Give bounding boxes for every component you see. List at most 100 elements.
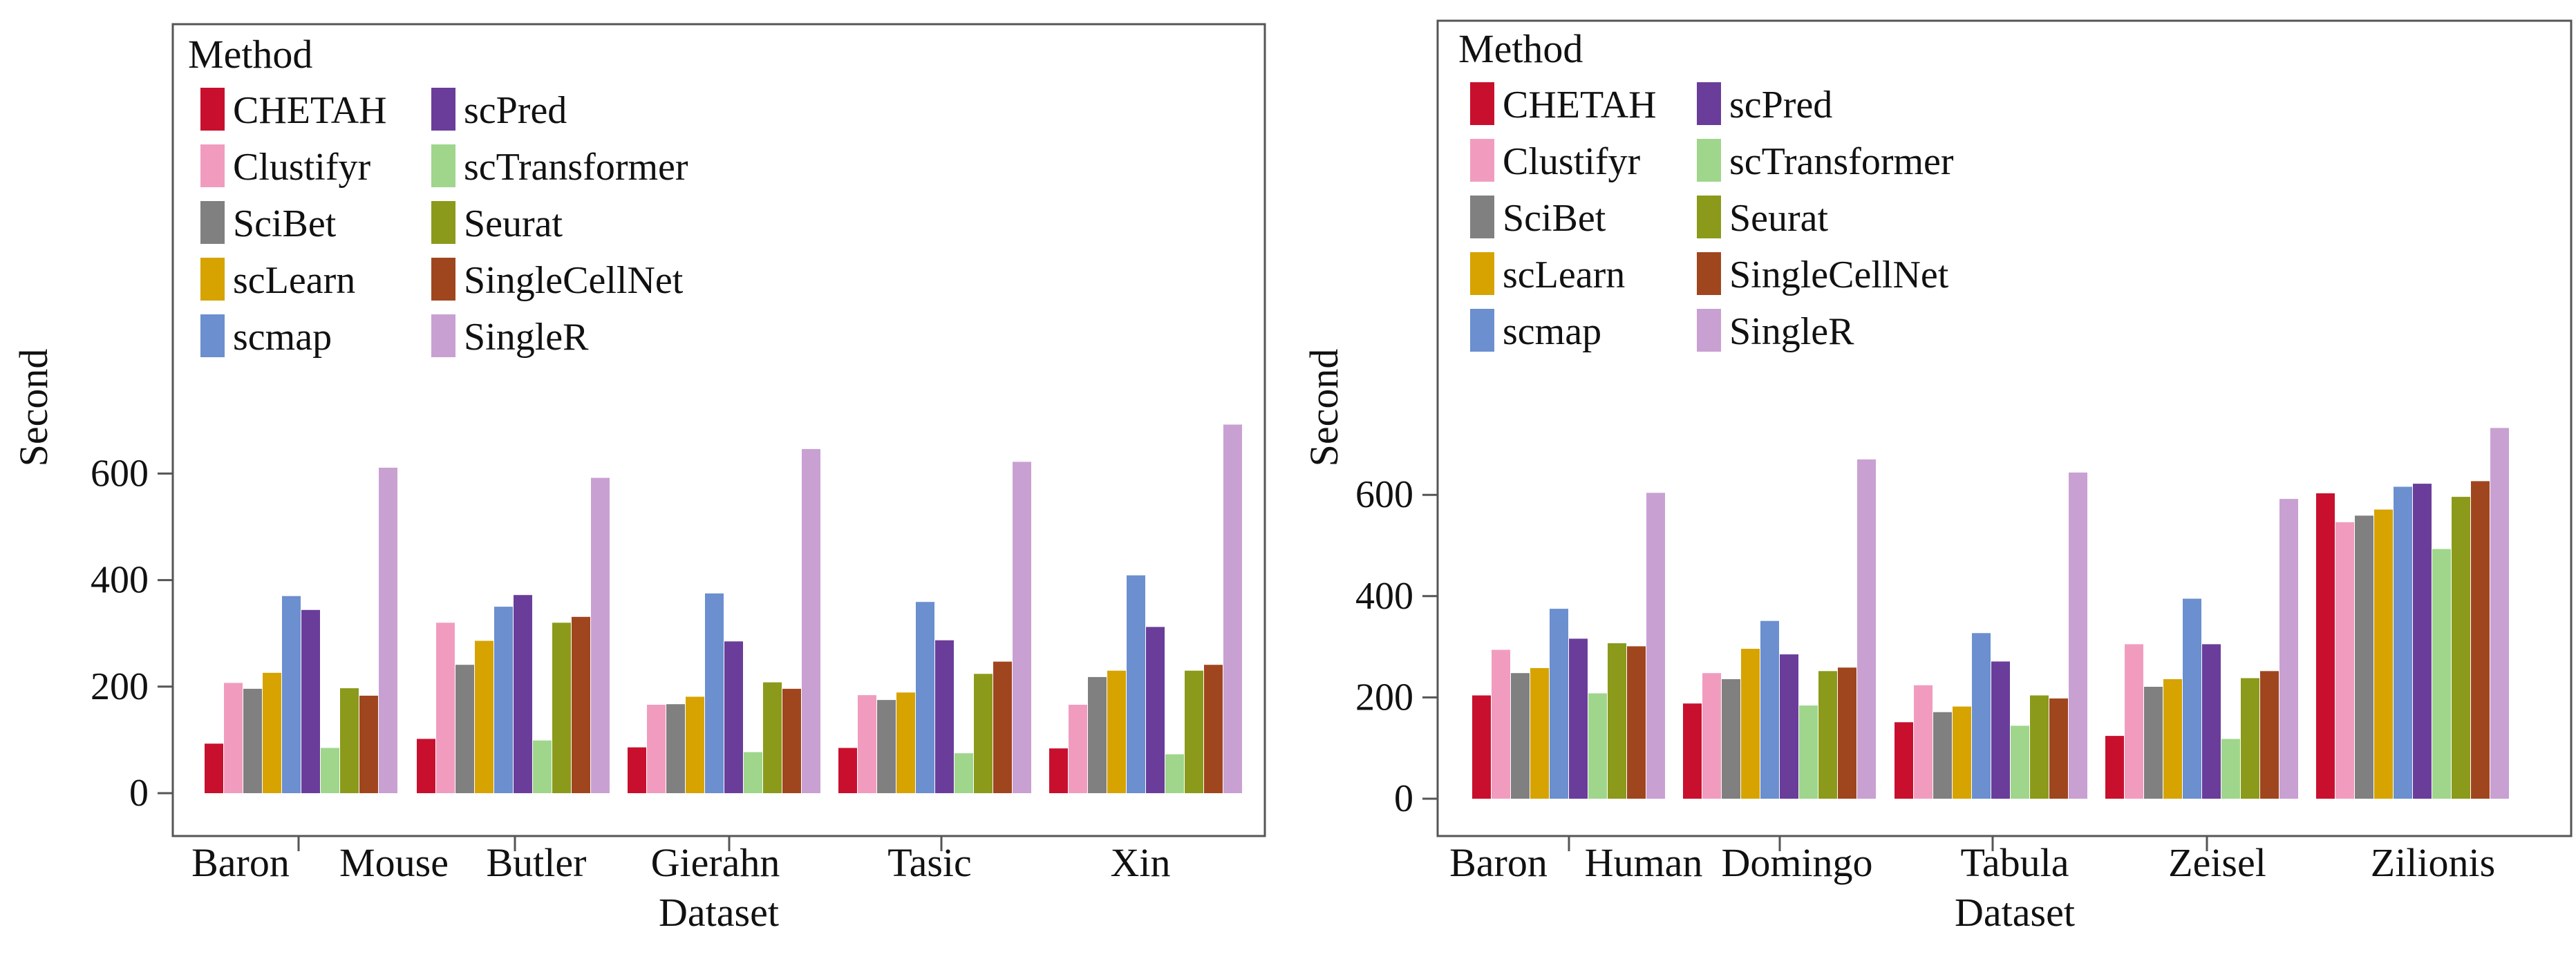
bar-seurat-zilionis [2452, 497, 2470, 799]
bar-seurat-tasic [974, 674, 993, 793]
legend-title: Method [1458, 26, 1583, 71]
legend-swatch [1697, 252, 1721, 295]
bar-sctransformer-domingo [1799, 705, 1818, 799]
bar-group [205, 424, 1242, 793]
x-tick-label: Domingo [1721, 840, 1872, 885]
bar-singlecellnet-gierahn [782, 688, 801, 793]
bar-singler-zeisel [2279, 499, 2298, 799]
bar-scmap-domingo [1760, 620, 1779, 799]
bar-singlecellnet-tabula [2049, 698, 2068, 799]
legend-label: scmap [233, 316, 332, 359]
bar-clustifyr-tabula [1914, 685, 1933, 799]
x-tick-label: Tasic [887, 840, 972, 885]
bar-seurat-baron-mouse [340, 688, 359, 793]
bar-chetah-butler [417, 739, 435, 793]
bar-scpred-zeisel [2202, 644, 2221, 799]
y-tick-label: 0 [129, 772, 149, 815]
x-axis-label: Dataset [1955, 890, 2075, 935]
bar-singlecellnet-butler [572, 616, 590, 793]
x-tick-label: Human [1585, 840, 1703, 885]
bar-clustifyr-baron-human [1492, 649, 1510, 799]
bar-clustifyr-zilionis [2335, 522, 2354, 799]
legend-swatch [1470, 309, 1494, 352]
bar-singlecellnet-zeisel [2260, 671, 2279, 799]
bar-scpred-gierahn [724, 641, 743, 793]
legend: Method CHETAH Clustifyr SciBet scLearn scmap… [1458, 26, 1954, 353]
bar-sclearn-baron-human [1530, 667, 1549, 799]
bar-scpred-zilionis [2413, 484, 2432, 799]
legend-swatch [1697, 196, 1721, 238]
x-axis-ticks: Baron Mouse Butler Gierahn Tasic Xin [191, 836, 1171, 885]
legend-swatch [1470, 139, 1494, 182]
legend-swatch [1470, 196, 1494, 238]
bar-sctransformer-tasic [955, 753, 973, 793]
legend-label: scLearn [233, 259, 355, 302]
plot-frame [1436, 19, 2573, 837]
legend-swatch [1697, 82, 1721, 125]
bar-singlecellnet-domingo [1838, 667, 1856, 799]
bar-chetah-baron-human [1472, 695, 1491, 799]
legend-label: scTransformer [1729, 140, 1954, 183]
bar-scibet-tabula [1933, 712, 1952, 799]
legend-swatch [431, 201, 455, 244]
legend-label: SingleR [1729, 310, 1854, 353]
bar-singler-butler [591, 477, 610, 793]
x-axis-label: Dataset [659, 890, 779, 935]
bar-seurat-xin [1185, 670, 1203, 793]
bar-chetah-tabula [1895, 722, 1913, 799]
bar-scmap-tabula [1972, 633, 1991, 799]
bar-sclearn-xin [1107, 670, 1126, 793]
bar-scpred-baron-mouse [301, 609, 320, 793]
y-axis-label: Second [1301, 349, 1346, 467]
bar-seurat-tabula [2030, 695, 2049, 799]
y-tick-label: 600 [91, 452, 149, 495]
bar-chetah-tasic [838, 748, 857, 793]
bar-singlecellnet-xin [1204, 665, 1223, 793]
bar-sctransformer-zilionis [2432, 549, 2451, 799]
bar-singler-domingo [1857, 459, 1876, 799]
chart-panel-right: 0 200 400 600 Baron Human Domingo Tabula Zeisel… [1301, 19, 2573, 935]
bar-scmap-baron-human [1550, 609, 1568, 799]
bar-sclearn-gierahn [686, 696, 704, 793]
legend-title: Method [188, 32, 312, 77]
bar-singler-gierahn [802, 448, 820, 793]
bar-chetah-zilionis [2316, 493, 2335, 799]
bar-scibet-zeisel [2144, 687, 2163, 799]
legend-swatch [431, 144, 455, 187]
legend-swatch [431, 314, 455, 357]
bar-scmap-gierahn [705, 593, 724, 793]
bar-scibet-baron-human [1511, 673, 1530, 799]
bar-seurat-gierahn [763, 682, 782, 793]
bar-sctransformer-zeisel [2221, 739, 2240, 799]
bar-singler-xin [1223, 424, 1242, 793]
bar-singler-baron-human [1646, 493, 1665, 799]
legend-label: scPred [1729, 84, 1832, 126]
y-axis-label: Second [11, 349, 56, 467]
bar-scibet-butler [455, 665, 474, 793]
x-tick-label: Gierahn [651, 840, 780, 885]
bar-seurat-butler [552, 623, 571, 793]
bar-scibet-zilionis [2355, 515, 2373, 799]
bar-scpred-xin [1146, 627, 1165, 793]
legend-swatch [1697, 139, 1721, 182]
legend-swatch [1697, 309, 1721, 352]
x-tick-label: Baron [191, 840, 290, 885]
y-tick-label: 400 [1355, 575, 1413, 618]
legend-label: Clustifyr [1503, 140, 1640, 183]
bar-scmap-xin [1127, 575, 1145, 793]
bar-singlecellnet-zilionis [2471, 481, 2490, 799]
legend-swatch [200, 144, 225, 187]
legend: Method CHETAH Clustifyr SciBet scLearn scmap… [188, 32, 688, 359]
y-tick-label: 600 [1355, 473, 1413, 516]
legend-label: Seurat [1729, 197, 1829, 240]
legend-label: CHETAH [233, 89, 387, 132]
x-tick-label: Baron [1449, 840, 1548, 885]
bar-sclearn-domingo [1741, 649, 1760, 799]
bar-scmap-baron-mouse [282, 596, 301, 793]
legend-label: Seurat [464, 202, 563, 245]
bar-singlecellnet-tasic [993, 661, 1012, 793]
bar-scibet-gierahn [666, 704, 685, 793]
chart-panel-left: 0 200 400 600 Baron Mouse Butler Gierahn Tasic X… [11, 23, 1266, 935]
legend-label: SingleCellNet [464, 259, 684, 302]
